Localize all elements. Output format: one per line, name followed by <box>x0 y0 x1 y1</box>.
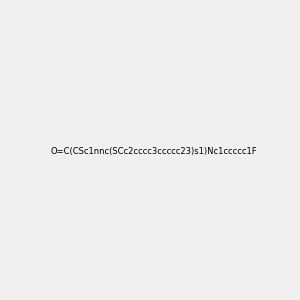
Text: O=C(CSc1nnc(SCc2cccc3ccccc23)s1)Nc1ccccc1F: O=C(CSc1nnc(SCc2cccc3ccccc23)s1)Nc1ccccc… <box>50 147 257 156</box>
